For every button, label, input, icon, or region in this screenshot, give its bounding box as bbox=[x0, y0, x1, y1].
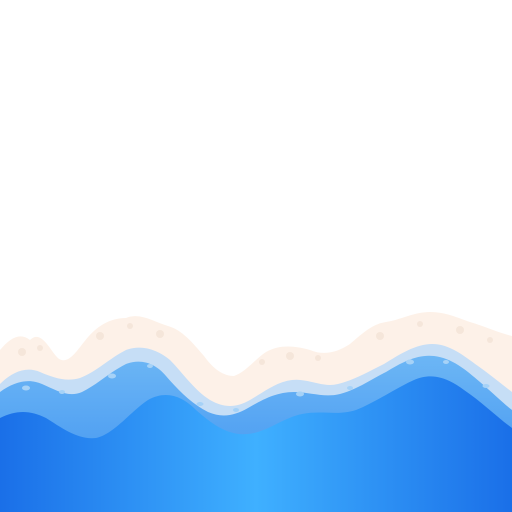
ocean-wave-illustration bbox=[0, 0, 512, 512]
ocean-wave-scene bbox=[0, 0, 512, 512]
